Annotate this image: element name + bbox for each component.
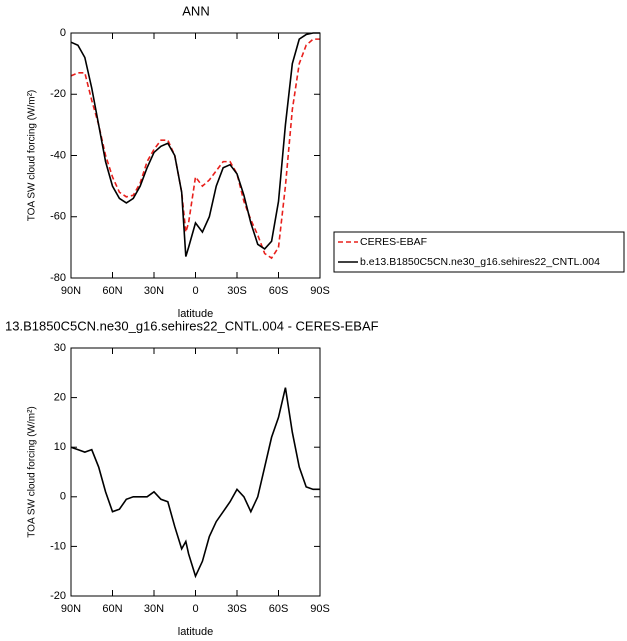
y-tick-label: -40	[50, 149, 66, 161]
legend-label: CERES-EBAF	[360, 236, 427, 248]
chart-title: 13.B1850C5CN.ne30_g16.sehires22_CNTL.004…	[5, 318, 379, 333]
y-tick-label: -20	[50, 590, 66, 602]
x-tick-label: 60S	[269, 285, 289, 297]
data-line	[70, 32, 320, 257]
data-line	[70, 387, 320, 579]
y-axis-label: TOA SW cloud forcing (W/m²)	[27, 406, 38, 538]
x-tick-label: 30S	[227, 285, 247, 297]
plot-frame	[70, 347, 321, 597]
x-tick-label: 90N	[61, 285, 81, 297]
y-tick-label: -10	[50, 540, 66, 552]
x-tick-label: 90S	[310, 603, 330, 615]
x-axis-label: latitude	[178, 626, 213, 638]
x-tick-label: 90N	[61, 603, 81, 615]
x-tick-label: 60S	[269, 603, 289, 615]
chart-title: ANN	[182, 3, 209, 18]
y-tick-label: 30	[54, 342, 66, 354]
y-tick-label: 10	[54, 441, 66, 453]
legend-box	[333, 231, 625, 273]
legend-label: b.e13.B1850C5CN.ne30_g16.sehires22_CNTL.…	[360, 256, 600, 268]
x-tick-label: 30S	[227, 603, 247, 615]
plot-frame	[70, 32, 321, 279]
x-tick-label: 0	[192, 603, 198, 615]
x-tick-label: 0	[192, 285, 198, 297]
y-tick-label: 0	[60, 27, 66, 39]
x-axis-label: latitude	[178, 308, 213, 320]
y-tick-label: 20	[54, 392, 66, 404]
y-tick-label: -20	[50, 88, 66, 100]
y-tick-label: -60	[50, 211, 66, 223]
y-tick-label: 0	[60, 491, 66, 503]
x-tick-label: 90S	[310, 285, 330, 297]
x-tick-label: 60N	[102, 603, 122, 615]
x-tick-label: 30N	[144, 603, 164, 615]
x-tick-label: 60N	[102, 285, 122, 297]
y-tick-label: -80	[50, 272, 66, 284]
y-axis-label: TOA SW cloud forcing (W/m²)	[27, 90, 38, 222]
x-tick-label: 30N	[144, 285, 164, 297]
